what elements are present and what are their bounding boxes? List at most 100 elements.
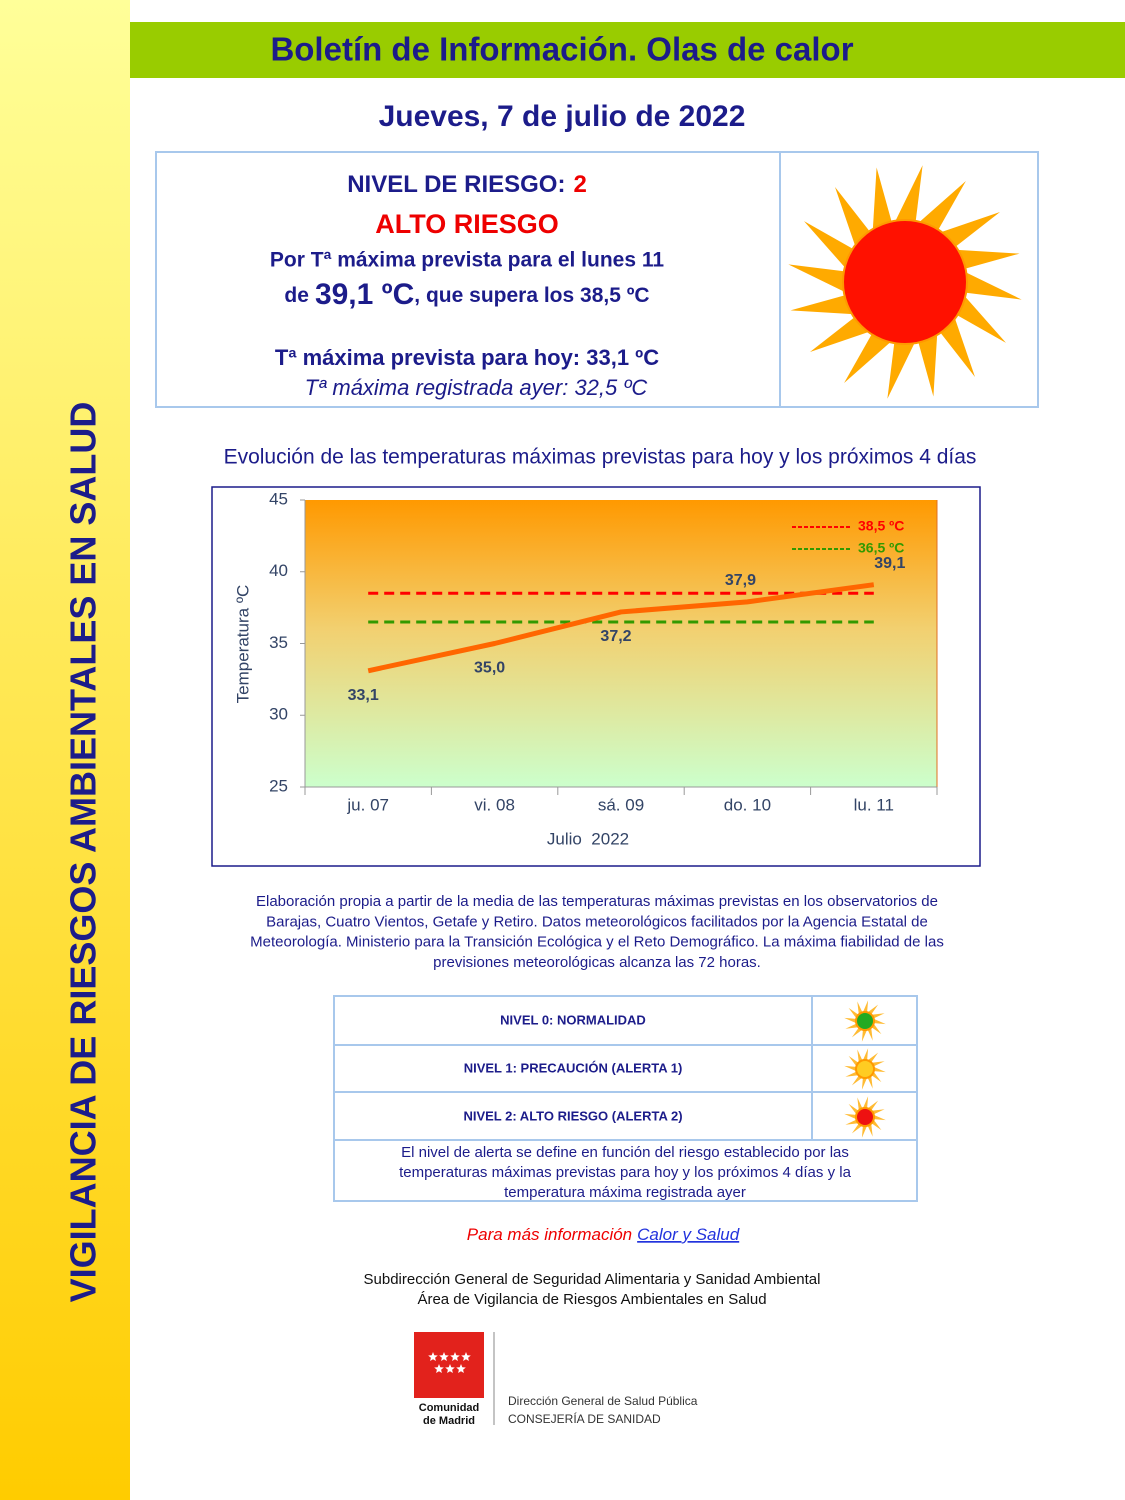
footer-line: Subdirección General de Seguridad Alimen… — [364, 1271, 821, 1288]
sun-ray — [844, 332, 893, 383]
plot-area — [305, 500, 937, 787]
sun-ray — [804, 221, 855, 270]
sun-ray — [917, 181, 966, 232]
sun-ray — [835, 187, 871, 248]
sidebar — [0, 0, 130, 1500]
sun-ray — [844, 1017, 857, 1024]
sun-ray — [873, 1114, 886, 1121]
logo-star — [461, 1352, 471, 1361]
risk-today: Tª máxima prevista para hoy: 33,1 ºC — [275, 345, 659, 370]
logo-star — [428, 1352, 438, 1361]
sun-ray — [939, 212, 1000, 248]
logo-name: Comunidad — [419, 1402, 480, 1414]
level-sun-icon — [844, 1048, 886, 1090]
level-row-label: NIVEL 1: PRECAUCIÓN (ALERTA 1) — [464, 1060, 683, 1075]
sidebar-title: VIGILANCIA DE RIESGOS AMBIENTALES EN SAL… — [63, 402, 104, 1303]
y-axis-label: Temperatura ºC — [233, 585, 252, 704]
chart-title: Evolución de las temperaturas máximas pr… — [224, 446, 977, 469]
footer-line: Área de Vigilancia de Riesgos Ambientale… — [417, 1291, 766, 1308]
risk-reason-line: Por Tª máxima prevista para el lunes 11 — [270, 249, 664, 272]
more-info-link[interactable]: Calor y Salud — [637, 1225, 740, 1244]
sun-ray — [872, 167, 893, 232]
sun-ray — [845, 1119, 859, 1125]
sun-ray — [857, 1097, 863, 1111]
y-tick-label: 40 — [269, 561, 288, 580]
sun-core — [855, 1011, 875, 1031]
chart: 25 30 35 40 45 ju. 07 vi. 08 sá. 09 do. 10 lu. 11… — [269, 489, 938, 814]
logo-name: de Madrid — [423, 1415, 475, 1427]
more-info-text: Para más información — [467, 1225, 632, 1244]
sun-ray — [964, 271, 1022, 300]
legend-label: 38,5 ºC — [858, 518, 904, 534]
sun-ray — [867, 1100, 879, 1111]
level-note-line: El nivel de alerta se define en función … — [401, 1144, 849, 1161]
temperature-line — [367, 582, 875, 674]
sun-ray — [844, 1065, 857, 1072]
sun-ray — [845, 1071, 859, 1077]
risk-reason-detail: de 39,1 ºC, que supera los 38,5 ºC — [284, 278, 649, 311]
x-tick-label: sá. 09 — [598, 795, 644, 814]
sun-ray — [871, 1119, 882, 1131]
sun-core — [855, 1107, 875, 1127]
sun-ray — [862, 1048, 869, 1061]
sun-ray — [848, 1007, 859, 1019]
source-note-line: Barajas, Cuatro Vientos, Getafe y Retiro… — [266, 913, 928, 930]
sun-ray — [851, 1123, 863, 1134]
sun-ray — [861, 1125, 868, 1138]
levels-table — [333, 995, 918, 1202]
value-label: 33,1 — [348, 687, 379, 704]
level-row-label: NIVEL 2: ALTO RIESGO (ALERTA 2) — [463, 1108, 682, 1123]
sun-ray — [887, 341, 916, 399]
sun-ray — [939, 316, 975, 377]
risk-level: NIVEL DE RIESGO: 2 — [347, 171, 587, 198]
sun-ray — [845, 1023, 859, 1029]
x-tick-label: lu. 11 — [854, 795, 894, 814]
source-note-line: Meteorología. Ministerio para la Transic… — [250, 934, 944, 951]
sun-ray — [848, 1055, 859, 1067]
sun-ray — [851, 1075, 863, 1086]
risk-box — [155, 151, 1039, 408]
source-note-line: Elaboración propia a partir de la media … — [256, 893, 938, 910]
sun-ray — [871, 1071, 882, 1083]
sun-ray — [871, 1023, 882, 1035]
sun-ray — [917, 332, 938, 397]
risk-level-label: NIVEL DE RIESGO: — [347, 171, 565, 198]
sun-ray — [861, 1077, 868, 1090]
source-note-line: previsiones meteorológicas alcanza las 7… — [433, 954, 761, 971]
legend-label: 36,5 ºC — [858, 540, 904, 556]
sun-ray — [848, 1103, 859, 1115]
header-band — [130, 22, 1125, 78]
sun-ray — [871, 1061, 885, 1067]
logo-flag — [414, 1332, 484, 1398]
risk-reason-value: 39,1 ºC — [315, 278, 414, 311]
y-tick-label: 45 — [269, 489, 288, 508]
x-tick-label: do. 10 — [724, 795, 771, 814]
sun-core — [842, 219, 968, 345]
sun-ray — [810, 316, 871, 352]
sun-ray — [894, 165, 923, 223]
y-tick-label: 35 — [269, 633, 288, 652]
risk-reason-suffix: , que supera los 38,5 ºC — [414, 284, 649, 307]
risk-level-name: ALTO RIESGO — [375, 209, 559, 239]
sun-ray — [873, 1018, 886, 1025]
x-axis-label: Julio 2022 — [547, 829, 629, 848]
x-tick-label: vi. 08 — [474, 795, 515, 814]
logo-star — [434, 1364, 444, 1373]
sun-ray — [862, 1096, 869, 1109]
sun-ray — [844, 1113, 857, 1120]
y-tick-label: 30 — [269, 705, 288, 724]
sun-ray — [873, 1066, 886, 1073]
level-row-label: NIVEL 0: NORMALIDAD — [500, 1012, 646, 1027]
sun-core — [855, 1059, 875, 1079]
header-date: Jueves, 7 de julio de 2022 — [379, 100, 746, 133]
level-sun-icon — [844, 1096, 886, 1138]
source-note: Elaboración propia a partir de la media … — [250, 893, 944, 971]
sun-ray — [867, 1027, 873, 1041]
levels: NIVEL 0: NORMALIDAD NIVEL 1: PRECAUCIÓN (… — [399, 1000, 886, 1201]
logo-star — [450, 1352, 460, 1361]
sun-ray — [857, 1049, 863, 1063]
sun-ray — [871, 1109, 885, 1115]
sun-icon — [788, 165, 1022, 399]
level-note-line: temperaturas máximas previstas para hoy … — [399, 1164, 852, 1181]
